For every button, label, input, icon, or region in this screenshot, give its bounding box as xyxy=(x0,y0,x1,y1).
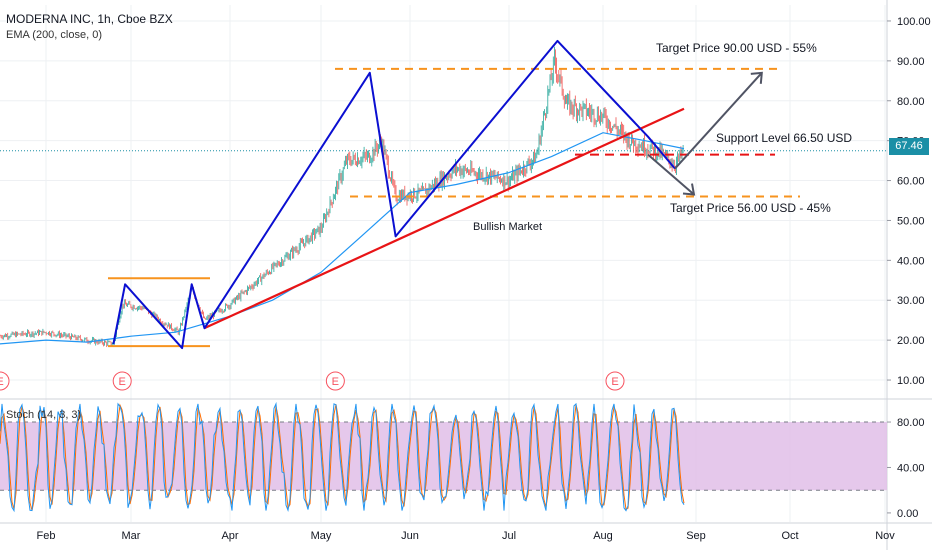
x-tick-label: Feb xyxy=(37,530,56,542)
y-tick-label: 80.00 xyxy=(897,96,925,108)
target-down-annotation: Target Price 56.00 USD - 45% xyxy=(670,201,831,215)
x-tick-label: Jun xyxy=(401,530,419,542)
stoch-y-tick-label: 40.00 xyxy=(897,462,925,474)
earnings-markers[interactable]: EEEE xyxy=(0,371,625,391)
stoch-y-tick-label: 0.00 xyxy=(897,508,918,520)
pattern-zigzag xyxy=(112,39,676,350)
y-tick-label: 90.00 xyxy=(897,56,925,68)
y-tick-label: 40.00 xyxy=(897,255,925,267)
x-tick-label: Jul xyxy=(502,530,516,542)
earnings-marker-circle xyxy=(0,371,10,391)
x-axis-ticks: Feb Mar Apr May Jun Jul Aug Sep Oct Nov xyxy=(37,530,896,542)
target-down-arrow xyxy=(647,153,695,196)
stoch-y-tick-label: 80.00 xyxy=(897,417,925,429)
earnings-marker-circle xyxy=(112,371,132,391)
target-up-arrow xyxy=(674,72,763,170)
earnings-marker-label: E xyxy=(611,376,618,388)
y-tick-label: 50.00 xyxy=(897,215,925,227)
stoch-k-line xyxy=(0,401,685,513)
ema-indicator-label[interactable]: EMA (200, close, 0) xyxy=(6,29,102,41)
target-up-arrowhead xyxy=(750,71,763,84)
stochastic-pane xyxy=(0,401,887,513)
x-tick-label: May xyxy=(311,530,332,542)
support-annotation: Support Level 66.50 USD xyxy=(716,131,853,145)
y-tick-label: 20.00 xyxy=(897,335,925,347)
y-tick-label: 60.00 xyxy=(897,176,925,188)
earnings-marker-label: E xyxy=(0,376,4,388)
bullish-market-annotation: Bullish Market xyxy=(473,221,543,233)
x-tick-label: Aug xyxy=(593,530,613,542)
chart-drawings xyxy=(108,39,800,350)
target-up-annotation: Target Price 90.00 USD - 55% xyxy=(656,41,817,55)
earnings-marker-label: E xyxy=(119,376,126,388)
x-tick-label: Nov xyxy=(875,530,895,542)
x-tick-label: Oct xyxy=(781,530,798,542)
earnings-marker[interactable]: E xyxy=(0,371,10,391)
ema-series-line xyxy=(0,132,685,345)
earnings-marker[interactable]: E xyxy=(605,371,625,391)
y-tick-label: 100.00 xyxy=(897,16,931,28)
target-down-arrowhead xyxy=(682,183,696,196)
y-tick-label: 30.00 xyxy=(897,295,925,307)
chart-title: MODERNA INC, 1h, Cboe BZX xyxy=(6,12,173,26)
trend-line xyxy=(203,107,685,330)
earnings-marker-circle xyxy=(605,371,625,391)
last-price-tag: 67.46 xyxy=(889,138,929,155)
earnings-marker-circle xyxy=(325,371,345,391)
earnings-marker[interactable]: E xyxy=(325,371,345,391)
x-tick-label: Apr xyxy=(221,530,238,542)
y-tick-label: 10.00 xyxy=(897,375,925,387)
x-tick-label: Sep xyxy=(686,530,706,542)
earnings-marker[interactable]: E xyxy=(112,371,132,391)
stoch-indicator-label[interactable]: Stoch (14, 3, 3) xyxy=(6,409,82,421)
ema-line xyxy=(0,132,685,345)
earnings-marker-label: E xyxy=(332,376,339,388)
x-tick-label: Mar xyxy=(122,530,141,542)
y-axis-ticks: 100.0090.0080.0070.0060.0050.0040.0030.0… xyxy=(887,16,931,520)
stoch-d-line xyxy=(0,403,685,511)
